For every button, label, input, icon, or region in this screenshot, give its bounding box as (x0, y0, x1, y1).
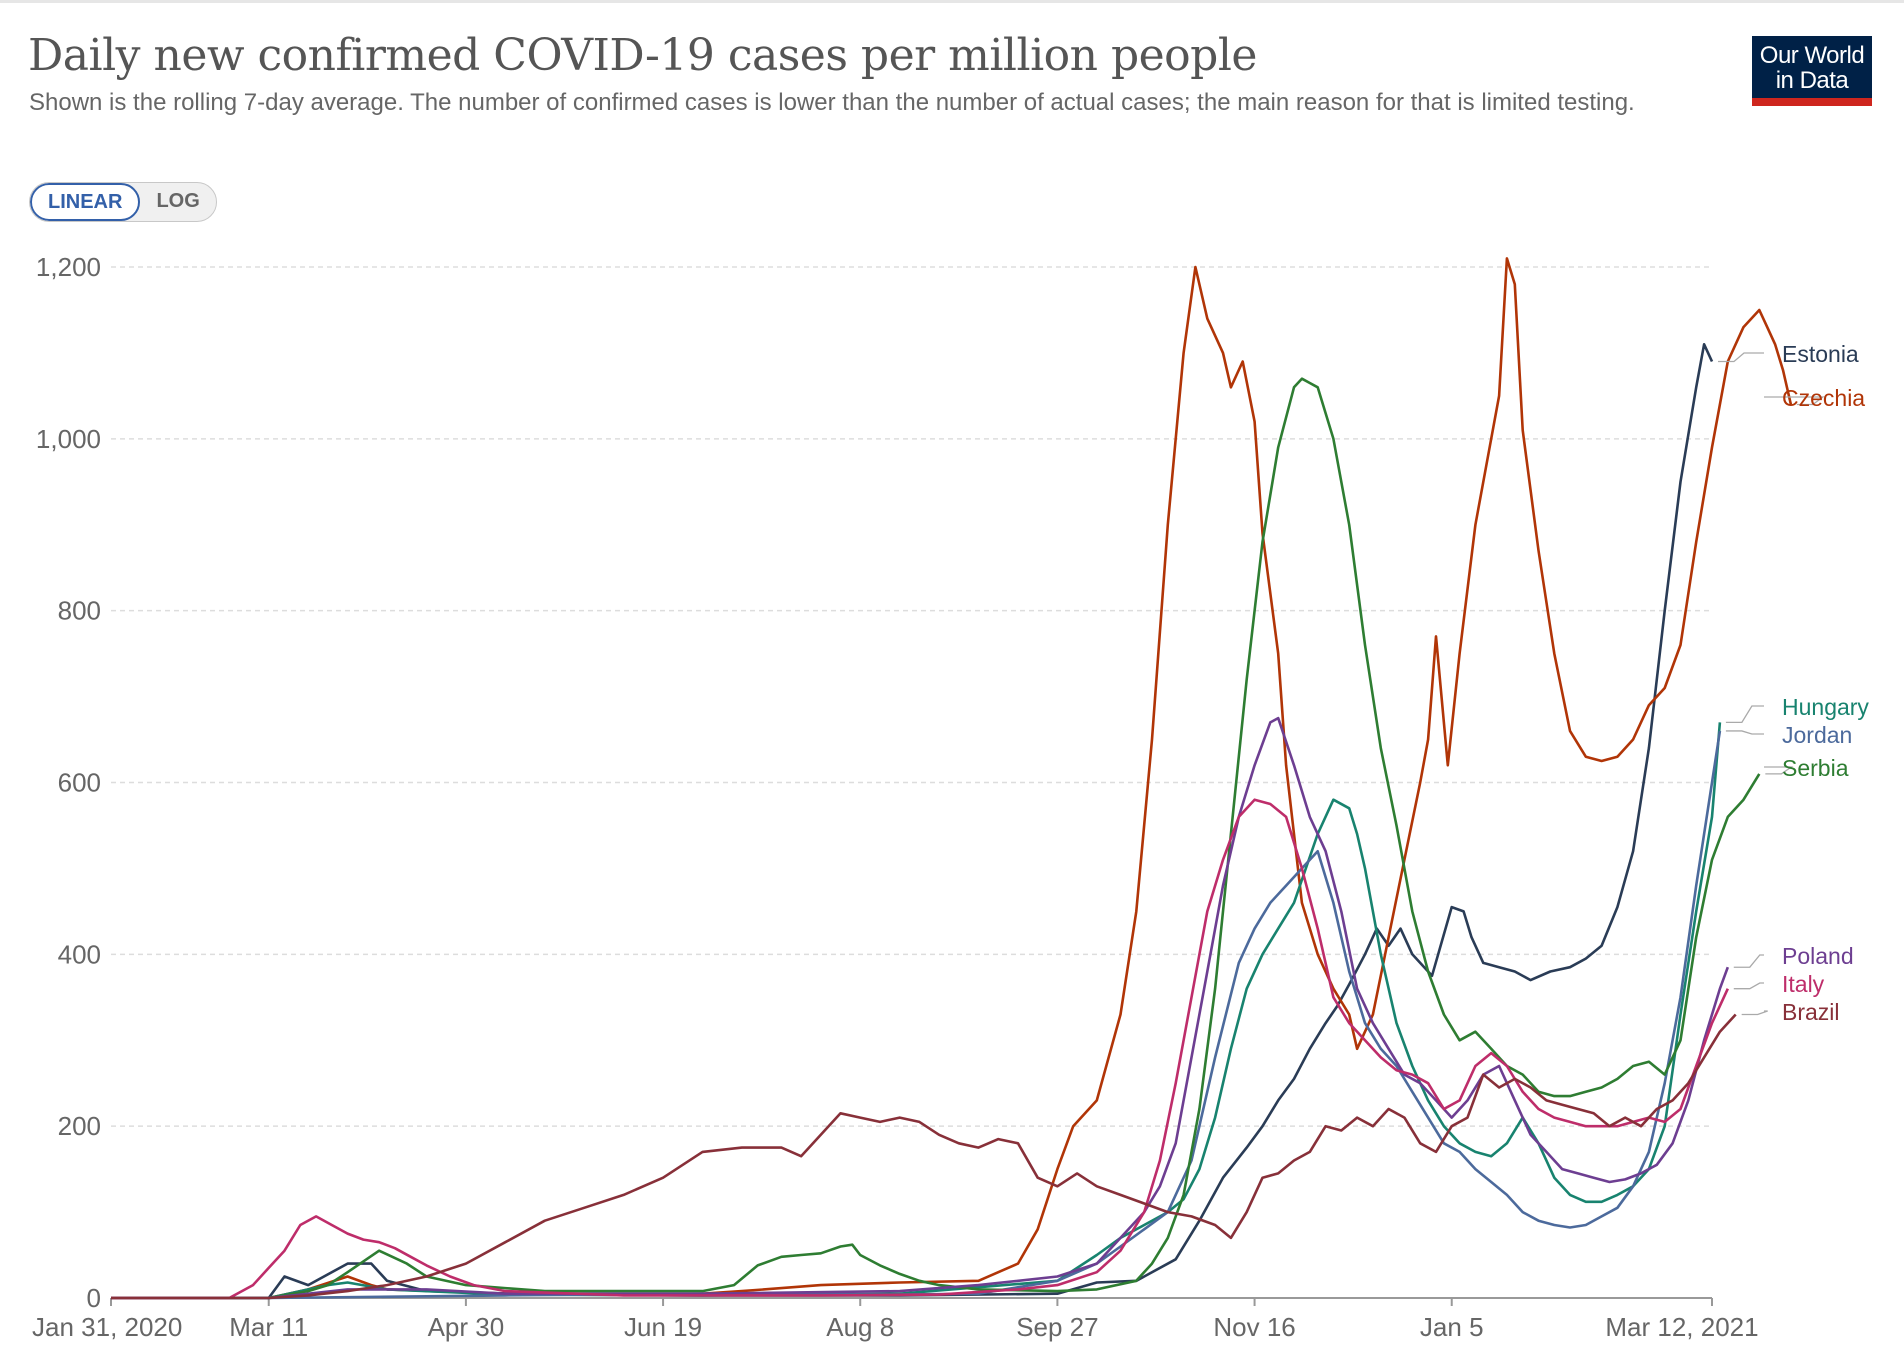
owid-logo[interactable]: Our World in Data (1752, 36, 1872, 106)
x-tick-label: Nov 16 (1213, 1312, 1295, 1342)
logo-line1: Our World (1759, 42, 1865, 69)
y-tick-label: 1,000 (36, 424, 101, 454)
series-line-poland[interactable] (111, 716, 1730, 1300)
axes: 0 200 400 600 800 1,000 1,200 Jan 31, 2020 Mar 1… (32, 252, 1759, 1342)
y-tick-label: 600 (58, 768, 101, 798)
label-connector (1733, 982, 1764, 990)
y-tick-label: 0 (87, 1283, 101, 1313)
series-line-jordan[interactable] (111, 730, 1722, 1300)
x-tick-label: Mar 12, 2021 (1605, 1312, 1758, 1342)
series-lines (111, 257, 1793, 1300)
series-label-poland[interactable]: Poland (1782, 943, 1854, 969)
series-label-hungary[interactable]: Hungary (1782, 694, 1869, 720)
label-connector (1733, 954, 1764, 968)
series-line-italy[interactable] (111, 798, 1729, 1300)
y-tick-label: 200 (58, 1111, 101, 1141)
scale-toggle: LINEAR LOG (29, 182, 217, 222)
label-connector (1718, 352, 1764, 363)
chart-title: Daily new confirmed COVID-19 cases per m… (28, 30, 1257, 81)
series-label-serbia[interactable]: Serbia (1782, 755, 1849, 781)
grid-lines (111, 266, 1712, 1127)
series-label-brazil[interactable]: Brazil (1782, 999, 1840, 1025)
x-tick-label: Sep 27 (1016, 1312, 1098, 1342)
y-tick-label: 800 (58, 596, 101, 626)
x-tick-label: Jan 31, 2020 (32, 1312, 182, 1342)
x-tick-label: Jan 5 (1420, 1312, 1484, 1342)
label-connector (1741, 1010, 1768, 1016)
log-scale-button[interactable]: LOG (156, 190, 200, 212)
y-tick-label: 1,200 (36, 252, 101, 282)
logo-line2: in Data (1775, 67, 1849, 94)
label-connector (1725, 705, 1764, 724)
series-line-estonia[interactable] (111, 343, 1714, 1300)
series-line-czechia[interactable] (111, 257, 1793, 1300)
series-label-estonia[interactable]: Estonia (1782, 341, 1859, 367)
series-label-czechia[interactable]: Czechia (1782, 385, 1865, 411)
label-connector (1764, 396, 1825, 406)
series-line-brazil[interactable] (111, 1013, 1737, 1300)
y-tick-label: 400 (58, 939, 101, 969)
series-label-jordan[interactable]: Jordan (1782, 722, 1852, 748)
series-line-hungary[interactable] (111, 722, 1722, 1300)
label-connector (1725, 730, 1764, 735)
x-tick-label: Apr 30 (428, 1312, 505, 1342)
chart-subtitle: Shown is the rolling 7-day average. The … (29, 89, 1635, 116)
x-tick-label: Aug 8 (826, 1312, 894, 1342)
series-line-serbia[interactable] (111, 377, 1761, 1300)
linear-scale-button[interactable]: LINEAR (30, 183, 141, 221)
label-connector (1764, 766, 1794, 775)
top-border (0, 0, 1904, 3)
x-tick-label: Jun 19 (624, 1312, 702, 1342)
x-tick-label: Mar 11 (229, 1312, 308, 1342)
series-label-italy[interactable]: Italy (1782, 971, 1825, 997)
